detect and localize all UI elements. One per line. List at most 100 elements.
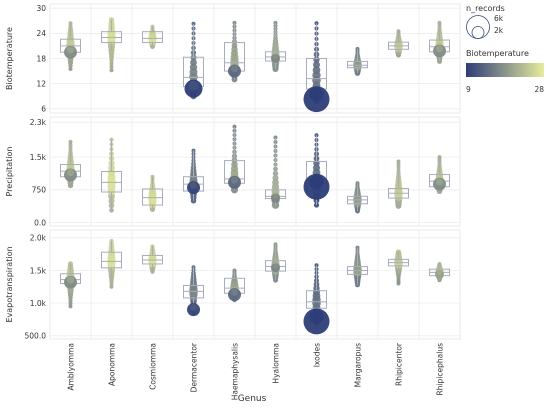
panel-evapotranspiration: 500.0 1.0k 1.5k 2.0k Evapotranspiration xyxy=(5,229,461,341)
x-axis: Amblyomma Aponomma Cosmiomma Dermacentor Hae… xyxy=(67,342,445,400)
y-tick-label: 2.0k xyxy=(30,234,47,243)
genus-group-dermacentor xyxy=(183,21,204,100)
genus-group-haemaphysalis xyxy=(224,124,245,194)
data-point xyxy=(68,304,73,309)
panel-biotemperature: 6 12 18 24 30 Biotemperature xyxy=(5,3,461,114)
x-tick-label: Aponomma xyxy=(108,343,117,386)
panel-precipitation: 0.0 750 1.5k 2.3k Precipitation xyxy=(5,116,461,227)
genus-group-cosmiomma xyxy=(142,174,163,213)
y-axis-title: Biotemperature xyxy=(5,27,14,90)
y-tick-label: 24 xyxy=(36,29,46,38)
y-tick-label: 750 xyxy=(32,186,47,195)
genus-group-amblyomma xyxy=(60,139,81,189)
data-point xyxy=(68,66,73,71)
data-point xyxy=(109,58,114,63)
record-count-bubble xyxy=(66,169,75,177)
genus-group-margaropus xyxy=(347,181,368,214)
data-point xyxy=(109,64,114,69)
genus-group-ixodes xyxy=(303,263,330,335)
genus-group-rhipicentor xyxy=(388,249,409,286)
record-count-bubble xyxy=(273,263,278,269)
record-count-bubble xyxy=(309,175,324,190)
record-count-bubble xyxy=(437,270,442,276)
genus-group-aponomma xyxy=(101,17,122,73)
y-axis-title: Precipitation xyxy=(5,146,14,196)
genus-group-ixodes xyxy=(303,21,330,113)
x-tick-label: Haemaphysalis xyxy=(231,343,240,400)
record-count-bubble xyxy=(273,194,278,199)
y-tick-label: 18 xyxy=(36,54,46,63)
record-count-bubble xyxy=(66,46,75,54)
data-point xyxy=(312,164,321,172)
genus-group-rhipicephalus xyxy=(429,20,450,64)
data-point xyxy=(68,301,73,306)
data-point xyxy=(231,42,238,49)
x-tick-label: Hyalomma xyxy=(272,343,281,384)
record-count-bubble xyxy=(273,54,278,60)
y-tick-label: 1.0k xyxy=(30,299,47,308)
genus-group-margaropus xyxy=(347,245,368,288)
genus-group-amblyomma xyxy=(60,261,81,309)
x-tick-label: Margaropus xyxy=(354,343,363,387)
genus-group-aponomma xyxy=(101,137,122,213)
record-count-bubble xyxy=(230,288,239,296)
color-legend-title: Biotemperature xyxy=(466,49,529,58)
record-count-bubble xyxy=(435,178,444,186)
y-tick-label: 1.5k xyxy=(30,153,47,162)
data-point xyxy=(109,68,114,73)
record-count-bubble xyxy=(66,276,75,284)
x-tick-label: Amblyomma xyxy=(67,343,76,391)
x-tick-label: Dermacentor xyxy=(190,342,199,392)
y-tick-label: 1.5k xyxy=(30,266,47,275)
y-tick-label: 0.0 xyxy=(34,218,46,227)
genus-group-rhipicephalus xyxy=(429,155,450,195)
data-point xyxy=(312,61,321,69)
size-legend-label-large: 6k xyxy=(494,14,504,23)
data-point xyxy=(231,161,238,168)
data-point xyxy=(109,284,114,289)
y-tick-label: 500.0 xyxy=(25,332,47,341)
y-axis-title: Evapotranspiration xyxy=(5,246,14,322)
genus-group-rhipicephalus xyxy=(429,261,450,283)
genus-group-margaropus xyxy=(347,46,368,76)
data-point xyxy=(109,61,114,66)
size-legend-label-small: 2k xyxy=(494,26,504,35)
genus-group-dermacentor xyxy=(183,265,204,317)
data-point xyxy=(107,168,116,177)
record-count-bubble xyxy=(189,181,198,189)
legend: n_records 6k 2k Biotemperature 9 28 xyxy=(466,4,544,94)
data-point xyxy=(190,59,197,66)
genus-group-haemaphysalis xyxy=(224,268,245,303)
genus-group-amblyomma xyxy=(60,21,81,71)
genus-group-dermacentor xyxy=(183,148,204,204)
size-legend-circle-small xyxy=(471,26,485,39)
data-point xyxy=(313,202,320,208)
genus-group-hyalomma xyxy=(265,242,286,283)
genus-group-cosmiomma xyxy=(142,24,163,50)
y-tick-label: 30 xyxy=(36,4,46,13)
colorbar-max-label: 28 xyxy=(534,85,544,94)
genus-group-hyalomma xyxy=(265,20,286,73)
record-count-bubble xyxy=(435,45,444,53)
genus-group-haemaphysalis xyxy=(224,20,245,83)
record-count-bubble xyxy=(230,176,239,184)
genus-group-aponomma xyxy=(101,238,122,289)
genus-group-rhipicentor xyxy=(388,29,409,58)
record-count-bubble xyxy=(188,80,199,91)
x-tick-label: Rhipicentor xyxy=(395,342,404,386)
record-count-bubble xyxy=(189,303,198,311)
record-count-bubble xyxy=(230,65,239,73)
genus-group-rhipicentor xyxy=(388,159,409,209)
x-tick-label: Rhipicephalus xyxy=(436,343,445,396)
data-point xyxy=(312,66,321,74)
colorbar-min-label: 9 xyxy=(466,85,471,94)
x-axis-title: Genus xyxy=(238,394,267,404)
record-count-bubble xyxy=(309,309,324,324)
genus-group-hyalomma xyxy=(265,135,286,209)
genus-group-cosmiomma xyxy=(142,244,163,274)
size-legend-circle-large xyxy=(466,15,490,39)
y-tick-label: 6 xyxy=(41,105,46,114)
data-point xyxy=(189,63,198,71)
